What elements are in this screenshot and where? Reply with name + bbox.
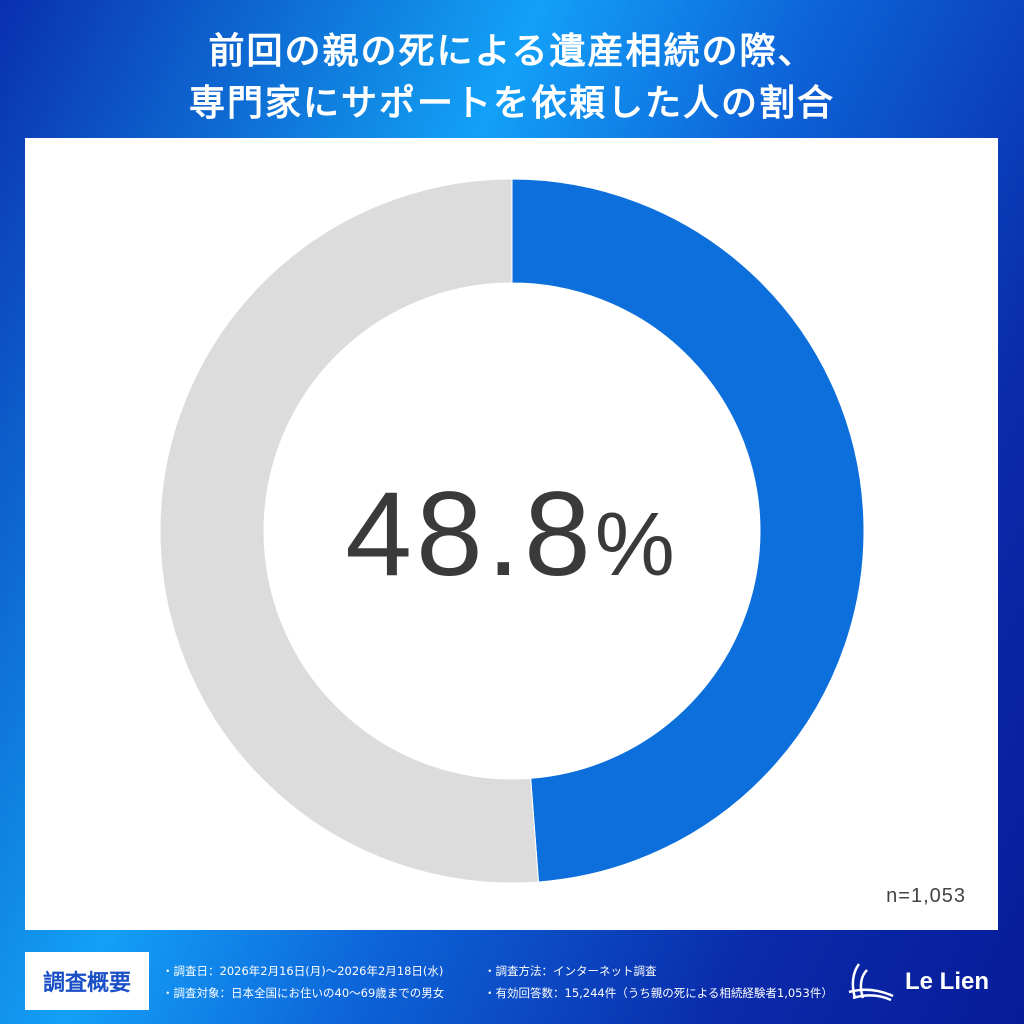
survey-info-right: ・調査方法：インターネット調査 ・有効回答数：15,244件（うち親の死による相… — [484, 960, 833, 1004]
logo-text: Le Lien — [905, 968, 990, 995]
survey-target: ・調査対象：日本全国にお住いの40～69歳までの男女 — [162, 986, 445, 1000]
center-value: 48.8 — [345, 467, 595, 601]
center-percentage: 48.8% — [0, 465, 1024, 603]
donut-segment-0 — [511, 178, 865, 883]
brand-logo: Le Lien — [845, 962, 989, 1002]
survey-info-left: ・調査日：2026年2月16日(月)～2026年2月18日(水) ・調査対象：日… — [162, 960, 444, 1004]
donut-segment-1 — [159, 178, 540, 884]
survey-date: ・調査日：2026年2月16日(月)～2026年2月18日(水) — [162, 964, 444, 978]
survey-summary-badge: 調査概要 — [25, 952, 149, 1010]
chart-title: 前回の親の死による遺産相続の際、 専門家にサポートを依頼した人の割合 — [0, 26, 1024, 130]
title-line-1: 前回の親の死による遺産相続の際、 — [208, 31, 816, 72]
survey-method: ・調査方法：インターネット調査 — [484, 964, 657, 978]
sample-size: n=1,053 — [886, 885, 966, 907]
center-unit: % — [594, 495, 679, 595]
survey-responses: ・有効回答数：15,244件（うち親の死による相続経験者1,053件） — [484, 986, 833, 1000]
title-line-2: 専門家にサポートを依頼した人の割合 — [188, 83, 835, 124]
logo-wave-icon — [848, 963, 894, 1002]
